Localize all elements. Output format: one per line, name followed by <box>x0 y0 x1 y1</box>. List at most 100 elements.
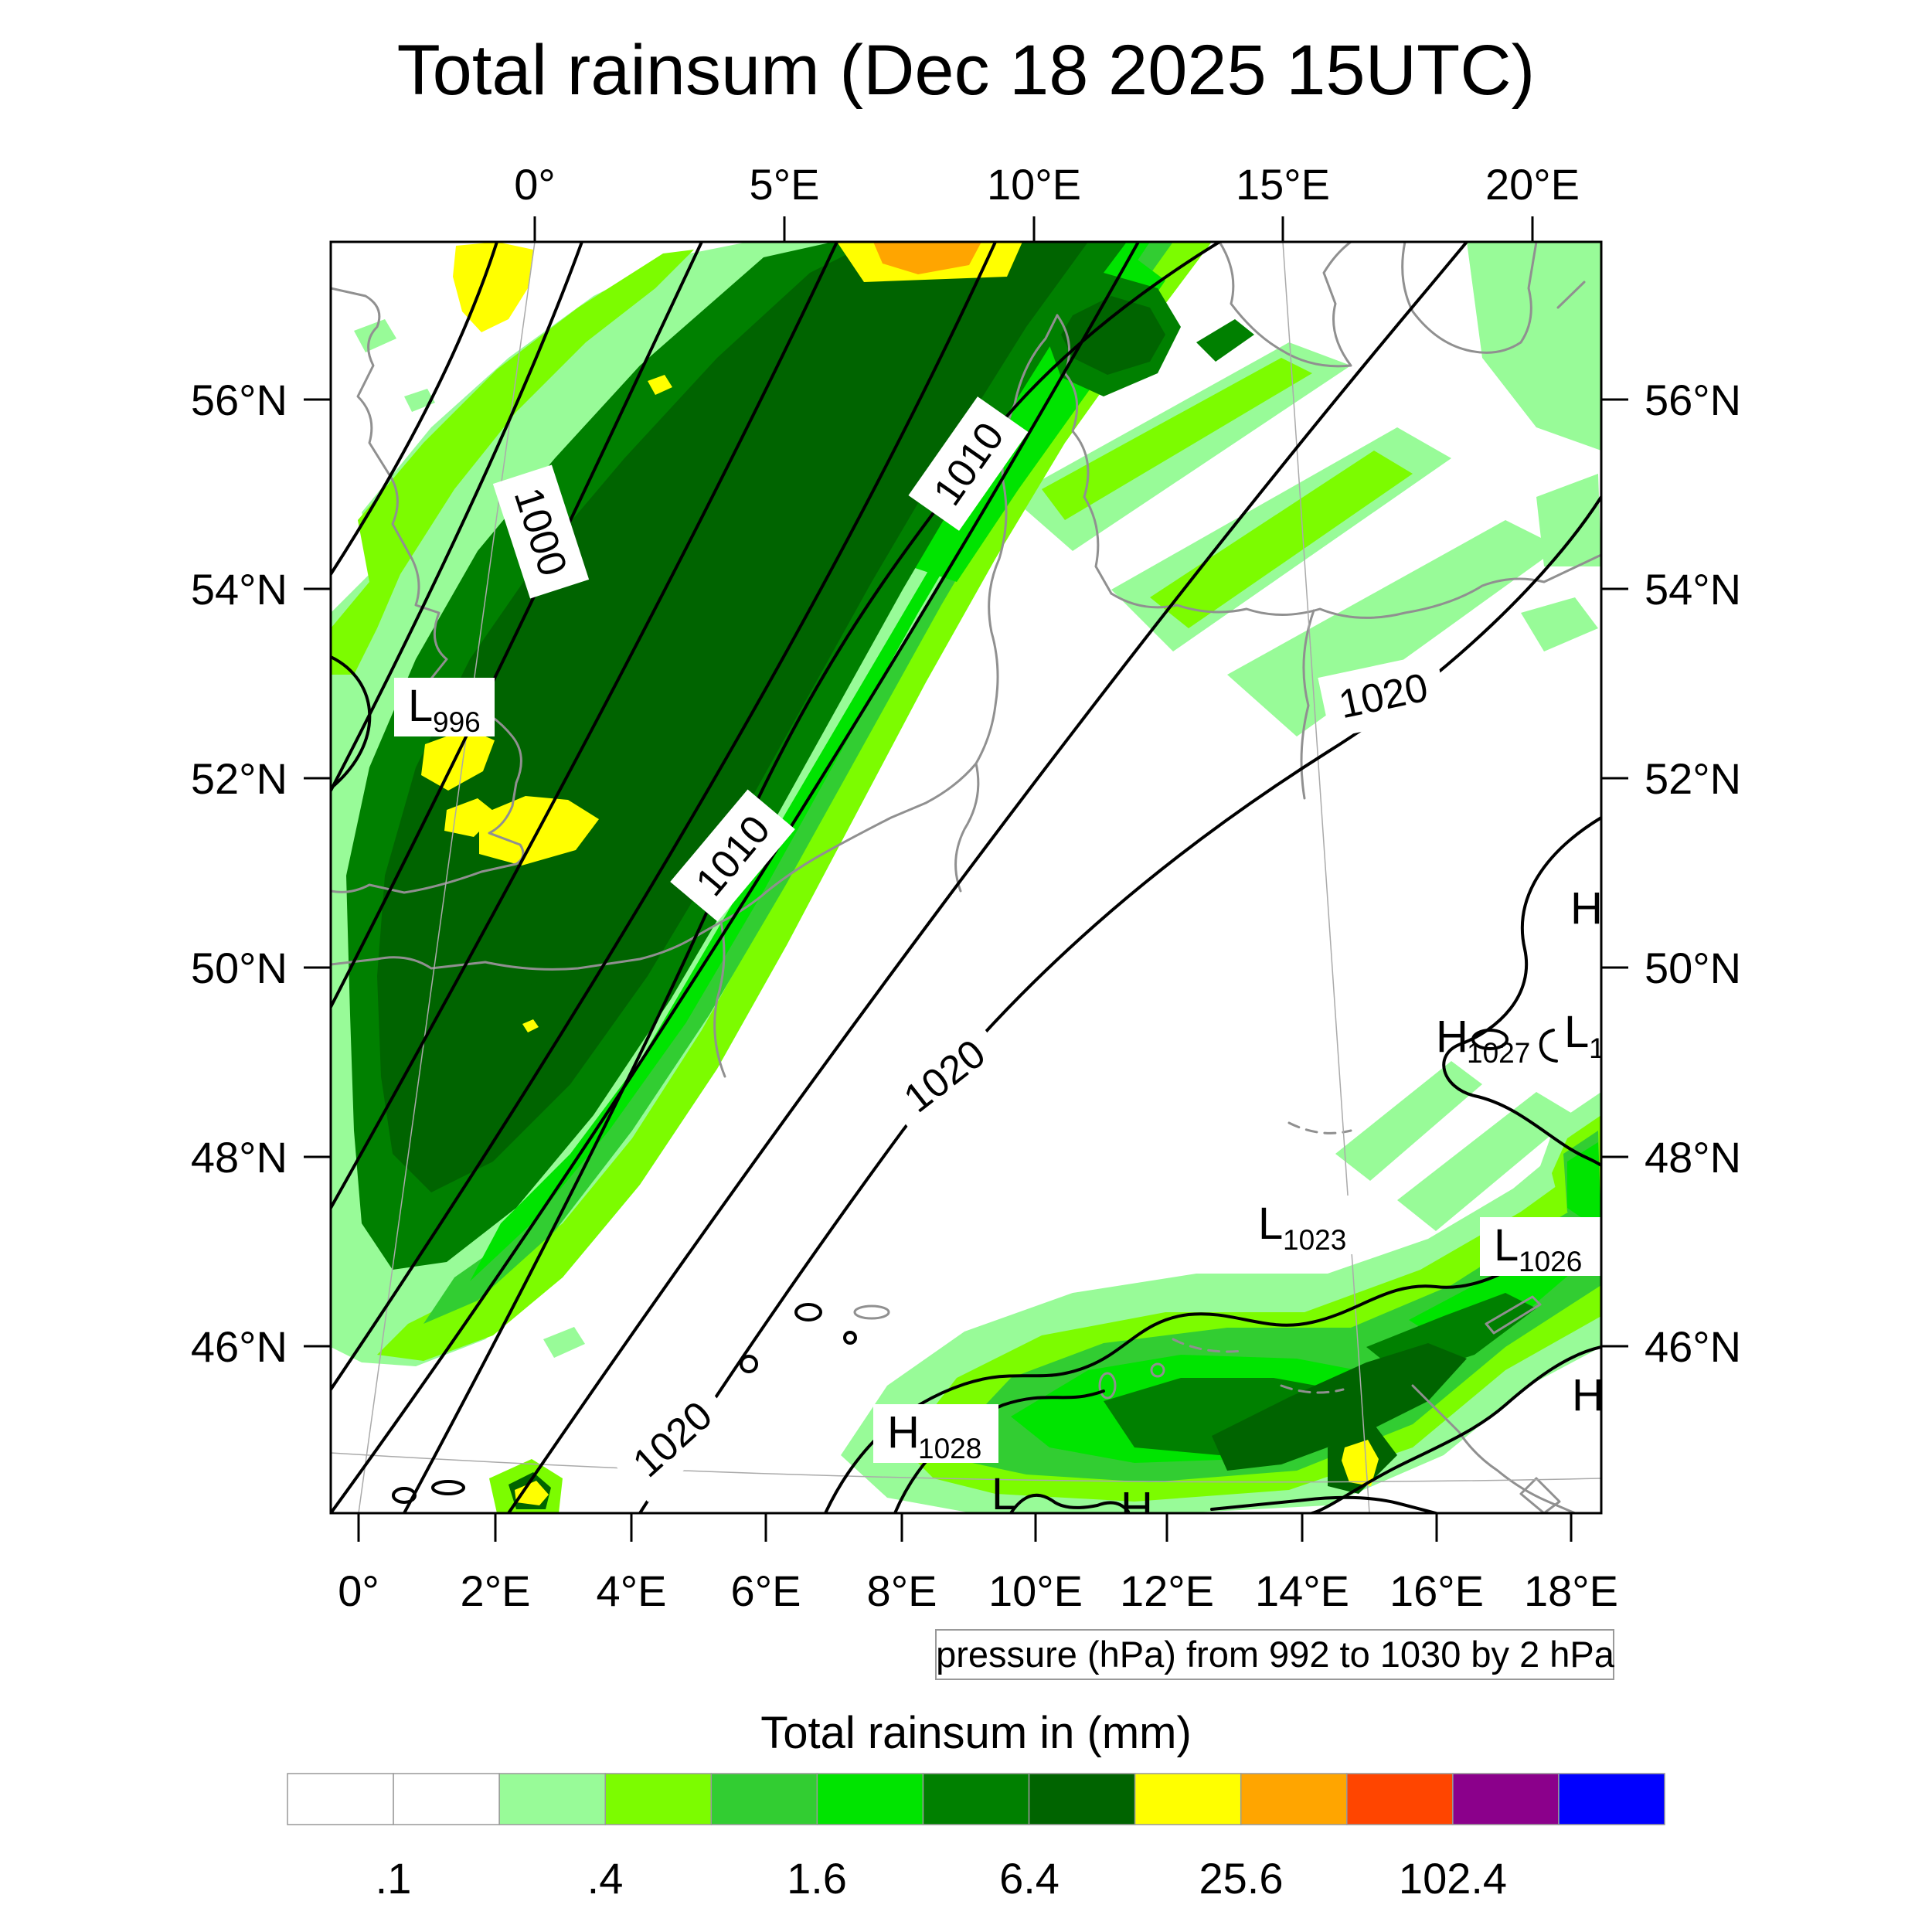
pressure-center-value: 1023 <box>1283 1224 1346 1256</box>
pressure-center-high: H 1028 <box>873 1404 998 1464</box>
colorbar-tick-label: 6.4 <box>999 1854 1060 1903</box>
right-axis-ticks <box>1601 398 1628 1348</box>
colorbar-cell <box>1558 1773 1665 1825</box>
rain-layer-orange <box>873 242 981 274</box>
pressure-center-low-clipped: L 10 <box>1564 1007 1621 1064</box>
pressure-center-high-clipped: H <box>1570 883 1603 934</box>
pressure-center-letter: H <box>1436 1012 1468 1062</box>
pressure-center-low-clipped: L <box>992 1469 1016 1513</box>
coast-continent <box>331 314 1059 971</box>
isobar-1006 <box>331 242 997 1391</box>
isobar-1010 <box>403 242 1221 1513</box>
right-tick-label: 56°N <box>1645 376 1741 424</box>
colorbar-title: Total rainsum in (mm) <box>760 1708 1192 1758</box>
isobar-bottom-arc <box>1210 1495 1437 1513</box>
top-axis: 0° 5°E 10°E 15°E 20°E <box>514 160 1580 242</box>
top-tick-label: 10°E <box>987 160 1081 209</box>
page-title: Total rainsum (Dec 18 2025 15UTC) <box>397 31 1536 110</box>
isobar-c-arc <box>1539 1029 1558 1063</box>
pressure-center-low: L 996 <box>394 678 495 738</box>
isobar-1004 <box>331 242 838 1209</box>
pressure-center-high: H 1027 <box>1436 1012 1530 1069</box>
island-gotland <box>1556 281 1586 309</box>
lake-geneva <box>853 1304 890 1320</box>
pressure-center-letter: H <box>887 1407 920 1458</box>
right-tick-label: 52°N <box>1645 754 1741 803</box>
right-tick-label: 46°N <box>1645 1322 1741 1371</box>
bottom-tick-label: 0° <box>338 1566 379 1615</box>
pressure-center-value: 1028 <box>918 1433 981 1464</box>
left-tick-label: 56°N <box>191 376 287 424</box>
coast-istria <box>1519 1477 1561 1513</box>
bottom-tick-label: 6°E <box>731 1566 801 1615</box>
pressure-center-letter: H <box>1572 1370 1604 1420</box>
bottom-axis: 0° 2°E 4°E 6°E 8°E 10°E 12°E 14°E 16°E 1… <box>338 1513 1618 1615</box>
left-tick-label: 46°N <box>191 1322 287 1371</box>
pressure-center-low: L 1023 <box>1244 1196 1365 1256</box>
pressure-center-value: 1029 <box>1151 1509 1215 1540</box>
colorbar-cell <box>1134 1773 1242 1825</box>
isobar-1008 <box>331 242 1140 1513</box>
colorbar-cell <box>1452 1773 1560 1825</box>
pressure-center-value: 1026 <box>1519 1246 1582 1277</box>
parallel-45N <box>331 1452 1601 1483</box>
coast-denmark-east <box>1056 314 1113 595</box>
top-axis-ticks <box>533 216 1534 242</box>
colorbar-cell <box>287 1773 394 1825</box>
colorbar-tick-label: 102.4 <box>1399 1854 1507 1903</box>
colorbar-cell <box>1240 1773 1348 1825</box>
pressure-center-high-clipped: H <box>1572 1370 1604 1420</box>
pressure-center-letter: L <box>1564 1007 1589 1057</box>
right-tick-label: 48°N <box>1645 1133 1741 1182</box>
map-frame <box>329 240 1603 1515</box>
pressure-center-letter: H <box>1121 1483 1153 1533</box>
left-tick-label: 48°N <box>191 1133 287 1182</box>
isobar-1012 <box>507 242 1468 1513</box>
isobar-998 <box>331 242 498 576</box>
pressure-center-letter: L <box>1494 1220 1519 1270</box>
isobar-oval <box>392 1487 417 1504</box>
bottom-axis-ticks <box>357 1513 1573 1542</box>
right-tick-label: 50°N <box>1645 944 1741 992</box>
pressure-center-letter: H <box>1570 883 1603 934</box>
river-rhine <box>713 920 726 1078</box>
coast-sweden <box>1218 242 1352 368</box>
pressure-legend-text: pressure (hPa) from 992 to 1030 by 2 hPa <box>936 1634 1615 1675</box>
map-canvas: 1000 1010 1010 1020 1020 1020 <box>331 242 1621 1540</box>
isobar-1020 <box>638 495 1601 1513</box>
colorbar-cell <box>1028 1773 1136 1825</box>
pressure-center-high-clipped: H 1029 <box>1121 1483 1215 1540</box>
bottom-tick-label: 12°E <box>1120 1566 1214 1615</box>
isobar-1000 <box>331 242 583 792</box>
colorbar-cell <box>393 1773 500 1825</box>
pressure-legend: pressure (hPa) from 992 to 1030 by 2 hPa <box>935 1629 1615 1680</box>
left-tick-label: 54°N <box>191 565 287 614</box>
river-dashes <box>1172 1121 1352 1394</box>
left-tick-label: 50°N <box>191 944 287 992</box>
coast-sweden-east <box>1401 242 1538 354</box>
meridian-15E <box>1282 242 1370 1513</box>
left-axis: 56°N 54°N 52°N 50°N 48°N 46°N <box>191 376 331 1371</box>
left-tick-label: 52°N <box>191 754 287 803</box>
colorbar: Total rainsum in (mm) .1 .4 1.6 6.4 25.6… <box>287 1708 1665 1903</box>
colorbar-cells <box>287 1773 1665 1825</box>
lake-garda <box>1098 1372 1117 1400</box>
top-tick-label: 0° <box>514 160 556 209</box>
right-tick-label: 54°N <box>1645 565 1741 614</box>
isobar-oval <box>431 1480 465 1495</box>
pressure-center-value: 996 <box>433 706 481 738</box>
bottom-tick-label: 16°E <box>1389 1566 1484 1615</box>
bottom-tick-label: 2°E <box>461 1566 531 1615</box>
pressure-centers: L 996 H 1027 L 10 H L 1023 L 102 <box>394 678 1621 1540</box>
isobar-oval <box>794 1303 822 1321</box>
colorbar-cell <box>816 1773 924 1825</box>
colorbar-tick-label: 1.6 <box>787 1854 847 1903</box>
top-tick-label: 5°E <box>750 160 820 209</box>
lake-balaton <box>1485 1295 1542 1335</box>
pressure-center-value: 10 <box>1589 1032 1621 1064</box>
isobar-oval <box>1471 1029 1509 1050</box>
isobar-bottom-wiggle <box>1009 1493 1130 1513</box>
pressure-center-letter: L <box>408 681 433 731</box>
colorbar-tick-label: 25.6 <box>1199 1854 1284 1903</box>
